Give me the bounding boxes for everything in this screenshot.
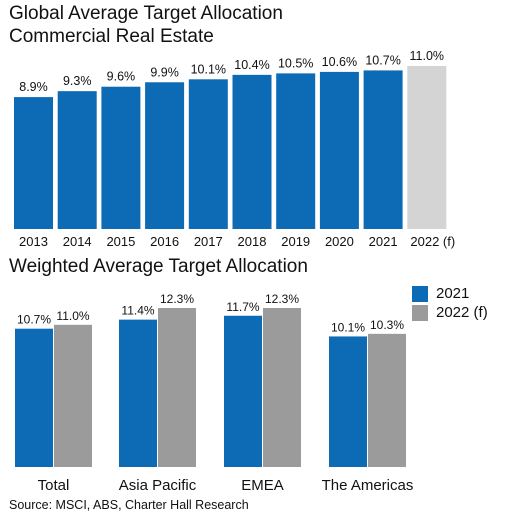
category-label-the-americas: The Americas — [322, 477, 414, 494]
legend-label-2022f: 2022 (f) — [436, 304, 488, 321]
bar-2018 — [232, 74, 272, 229]
annual-allocation-bar-chart: 8.9% 2013 9.3% 2014 9.6% 2015 9.9% 2016 10.1% 201… — [14, 49, 455, 249]
value-label-2018: 10.4% — [234, 58, 269, 72]
value-label-2022f: 11.0% — [410, 49, 445, 63]
category-label-total: Total — [38, 477, 70, 494]
bar-the-americas-2022f — [368, 333, 406, 467]
bar-2020 — [319, 71, 359, 230]
bar-2015 — [101, 86, 141, 229]
category-label-emea: EMEA — [241, 477, 284, 494]
value-label-2020: 10.6% — [322, 55, 357, 69]
bar-2017 — [188, 79, 228, 229]
value-label-2013: 8.9% — [19, 80, 48, 94]
value-label-2016: 9.9% — [150, 65, 179, 79]
bar-total-2022f — [54, 324, 92, 467]
tick-label-2015: 2015 — [106, 234, 135, 249]
legend-swatch-2021 — [412, 285, 428, 302]
bar-asia-pacific-2022f — [158, 308, 196, 467]
chart2-title: Weighted Average Target Allocation — [9, 256, 308, 277]
bar-emea-2022f — [263, 308, 301, 467]
source-note: Source: MSCI, ABS, Charter Hall Research — [9, 498, 249, 512]
tick-label-2013: 2013 — [19, 234, 48, 249]
regional-allocation-bar-chart: 10.7% 11.0% Total 11.4% 12.3% Asia Pacific 11.… — [15, 292, 414, 494]
value-label-emea-2022f: 12.3% — [265, 292, 299, 306]
value-label-emea-2021: 11.7% — [226, 300, 259, 314]
value-label-total-2021: 10.7% — [17, 313, 51, 327]
tick-label-2017: 2017 — [194, 234, 223, 249]
tick-label-2014: 2014 — [63, 234, 92, 249]
value-label-asia-pacific-2021: 11.4% — [121, 304, 154, 318]
category-label-asia-pacific: Asia Pacific — [119, 477, 197, 494]
value-label-2014: 9.3% — [63, 74, 92, 88]
value-label-the-americas-2022f: 10.3% — [370, 318, 404, 332]
value-label-2015: 9.6% — [107, 70, 136, 84]
value-label-2019: 10.5% — [278, 56, 313, 70]
tick-label-2016: 2016 — [150, 234, 179, 249]
legend-swatch-2022f — [412, 304, 428, 321]
value-label-2017: 10.1% — [191, 62, 226, 76]
bar-the-americas-2021 — [329, 336, 367, 467]
legend-item-2022f: 2022 (f) — [412, 304, 488, 321]
chart1-title-line2: Commercial Real Estate — [9, 26, 214, 47]
legend-item-2021: 2021 — [412, 285, 469, 302]
legend-label-2021: 2021 — [436, 285, 470, 302]
bar-emea-2021 — [224, 315, 262, 467]
bar-2019 — [276, 73, 316, 229]
bar-2021 — [363, 70, 403, 230]
tick-label-2022f: 2022 (f) — [410, 234, 455, 249]
tick-label-2019: 2019 — [281, 234, 310, 249]
bar-2022f — [407, 65, 447, 229]
value-label-2021: 10.7% — [365, 53, 400, 67]
bar-2016 — [145, 82, 185, 230]
bar-2013 — [14, 97, 53, 229]
value-label-total-2022f: 11.0% — [56, 309, 89, 323]
tick-label-2021: 2021 — [369, 234, 398, 249]
tick-label-2018: 2018 — [238, 234, 267, 249]
tick-label-2020: 2020 — [325, 234, 354, 249]
chart1-title-line1: Global Average Target Allocation — [9, 3, 283, 24]
bar-total-2021 — [15, 328, 53, 467]
value-label-the-americas-2021: 10.1% — [331, 320, 365, 334]
value-label-asia-pacific-2022f: 12.3% — [160, 292, 194, 306]
bar-2014 — [57, 91, 97, 230]
bar-asia-pacific-2021 — [119, 319, 157, 467]
